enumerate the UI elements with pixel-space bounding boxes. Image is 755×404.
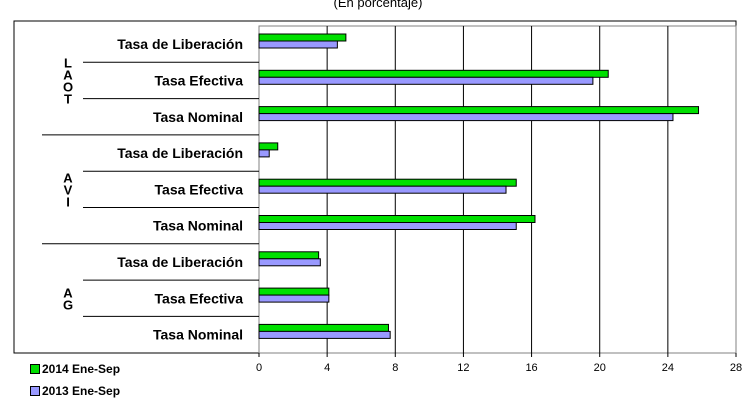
x-tick-label: 12 — [457, 362, 469, 374]
bar-2013 — [258, 113, 674, 122]
bar-2014 — [258, 69, 609, 78]
legend: 2014 Ene-Sep 2013 Ene-Sep — [30, 358, 120, 402]
bar-2013 — [258, 149, 270, 158]
group-label-char: A — [63, 67, 73, 82]
bars — [258, 33, 700, 339]
group-label-char: T — [64, 91, 72, 106]
category-label: Tasa Efectiva — [155, 290, 244, 306]
x-tick-label: 16 — [525, 362, 537, 374]
bar-2013 — [258, 294, 330, 303]
bar-2014 — [258, 323, 389, 332]
category-label: Tasa Nominal — [153, 218, 243, 234]
x-tick-label: 28 — [730, 362, 742, 374]
bar-2014 — [258, 215, 536, 223]
x-tick-label: 20 — [594, 362, 606, 374]
x-tick-label: 4 — [324, 362, 330, 374]
group-label-char: I — [66, 194, 70, 209]
category-label: Tasa de Liberación — [117, 36, 243, 52]
group-label-char: G — [63, 297, 73, 312]
category-label: Tasa Nominal — [153, 327, 243, 343]
bar-2013 — [258, 330, 391, 339]
group-label-char: O — [63, 79, 73, 94]
bar-2014 — [258, 33, 347, 42]
group-label-char: A — [63, 170, 73, 185]
legend-swatch-2013 — [30, 386, 40, 396]
category-axis: Tasa de Liberación Tasa Efectiva Tasa Nomi… — [42, 36, 259, 343]
category-label: Tasa Efectiva — [155, 72, 244, 88]
legend-label-2014: 2014 Ene-Sep — [42, 362, 121, 376]
bar-2013 — [258, 258, 321, 267]
legend-swatch-2014 — [30, 364, 40, 374]
category-label: Tasa Efectiva — [155, 181, 244, 197]
chart-subtitle: (En porcentaje) — [334, 0, 423, 10]
x-tick-label: 24 — [662, 362, 674, 374]
bar-2013 — [258, 76, 594, 85]
category-label: Tasa de Liberación — [117, 145, 243, 161]
bar-2014 — [258, 142, 279, 151]
bar-2013 — [258, 222, 517, 230]
legend-label-2013: 2013 Ene-Sep — [42, 384, 121, 398]
bar-2014 — [258, 106, 700, 115]
x-axis: 0 4 8 12 16 20 24 28 — [256, 353, 742, 374]
category-label: Tasa de Liberación — [117, 254, 243, 270]
bar-2014 — [258, 287, 330, 296]
x-tick-label: 8 — [392, 362, 398, 374]
category-label: Tasa Nominal — [153, 109, 243, 125]
legend-item-2013: 2013 Ene-Sep — [30, 380, 120, 402]
group-label-char: V — [64, 182, 73, 197]
bar-2013 — [258, 185, 507, 194]
bar-2014 — [258, 178, 517, 187]
bar-2014 — [258, 251, 320, 260]
legend-item-2014: 2014 Ene-Sep — [30, 358, 120, 380]
group-label-char: A — [63, 285, 73, 300]
group-label-char: L — [64, 55, 72, 70]
bar-2013 — [258, 40, 338, 49]
x-tick-label: 0 — [256, 362, 262, 374]
